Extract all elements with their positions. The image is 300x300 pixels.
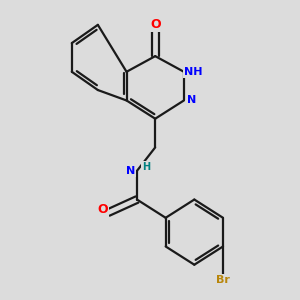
Text: H: H (142, 162, 150, 172)
Text: N: N (126, 166, 135, 176)
Text: NH: NH (184, 67, 202, 77)
Text: Br: Br (216, 275, 230, 285)
Text: O: O (98, 203, 108, 217)
Text: O: O (150, 18, 160, 32)
Text: N: N (187, 95, 196, 106)
